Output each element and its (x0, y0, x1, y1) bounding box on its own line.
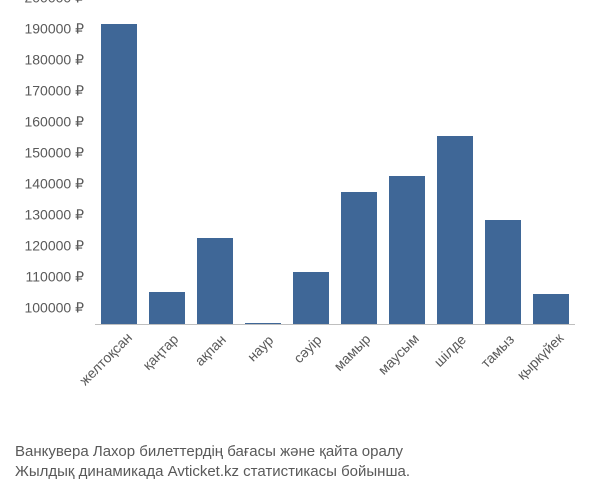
x-tick-label: наур (244, 332, 277, 365)
x-tick-label: тамыз (477, 331, 517, 371)
y-tick-label: 180000 ₽ (24, 52, 84, 69)
bar-chart (95, 15, 575, 325)
y-tick-label: 150000 ₽ (24, 145, 84, 162)
bar-slot (383, 15, 431, 325)
x-label-slot: шілде (431, 330, 479, 440)
x-label-slot: мамыр (335, 330, 383, 440)
chart-caption: Ванкувера Лахор билеттердің бағасы және … (15, 442, 585, 483)
x-label-slot: тамыз (479, 330, 527, 440)
x-label-slot: қыркүйек (527, 330, 575, 440)
y-tick-label: 200000 ₽ (24, 0, 84, 7)
bar (149, 292, 185, 325)
y-tick-label: 110000 ₽ (26, 269, 84, 286)
caption-line-2: Жылдық динамикада Avticket.kz статистика… (15, 462, 585, 482)
x-axis-line (95, 324, 575, 325)
x-label-slot: ақпан (191, 330, 239, 440)
bar-slot (239, 15, 287, 325)
y-axis: 100000 ₽ 110000 ₽ 120000 ₽ 130000 ₽ 140000 ₽… (0, 15, 90, 325)
x-tick-label: шілде (431, 331, 470, 370)
y-tick-label: 130000 ₽ (24, 207, 84, 224)
x-label-slot: қаңтар (143, 330, 191, 440)
bar (197, 238, 233, 325)
y-tick-label: 160000 ₽ (24, 114, 84, 131)
bar (533, 294, 569, 325)
bar (341, 192, 377, 325)
bar-slot (335, 15, 383, 325)
bar-slot (143, 15, 191, 325)
y-tick-label: 100000 ₽ (24, 300, 84, 317)
x-label-slot: желтоқсан (95, 330, 143, 440)
x-tick-label: желтоқсан (76, 329, 135, 388)
bar-slot (191, 15, 239, 325)
x-tick-label: мамыр (330, 331, 373, 374)
bar-slot (479, 15, 527, 325)
x-label-slot: сәуір (287, 330, 335, 440)
y-tick-label: 140000 ₽ (24, 176, 84, 193)
bar-slot (527, 15, 575, 325)
bars-container (95, 15, 575, 325)
bar (389, 176, 425, 325)
x-tick-label: қаңтар (139, 331, 181, 373)
bar (293, 272, 329, 325)
x-label-slot: маусым (383, 330, 431, 440)
bar (101, 24, 137, 325)
y-tick-label: 120000 ₽ (24, 238, 84, 255)
bar (485, 220, 521, 325)
caption-line-1: Ванкувера Лахор билеттердің бағасы және … (15, 442, 585, 462)
x-label-slot: наур (239, 330, 287, 440)
y-tick-label: 190000 ₽ (24, 21, 84, 38)
x-tick-label: сәуір (290, 332, 324, 366)
bar-slot (95, 15, 143, 325)
bar-slot (431, 15, 479, 325)
bar (437, 136, 473, 325)
x-tick-label: ақпан (191, 331, 228, 368)
y-tick-label: 170000 ₽ (24, 83, 84, 100)
bar-slot (287, 15, 335, 325)
x-axis-labels: желтоқсанқаңтарақпаннаурсәуірмамырмаусым… (95, 330, 575, 440)
